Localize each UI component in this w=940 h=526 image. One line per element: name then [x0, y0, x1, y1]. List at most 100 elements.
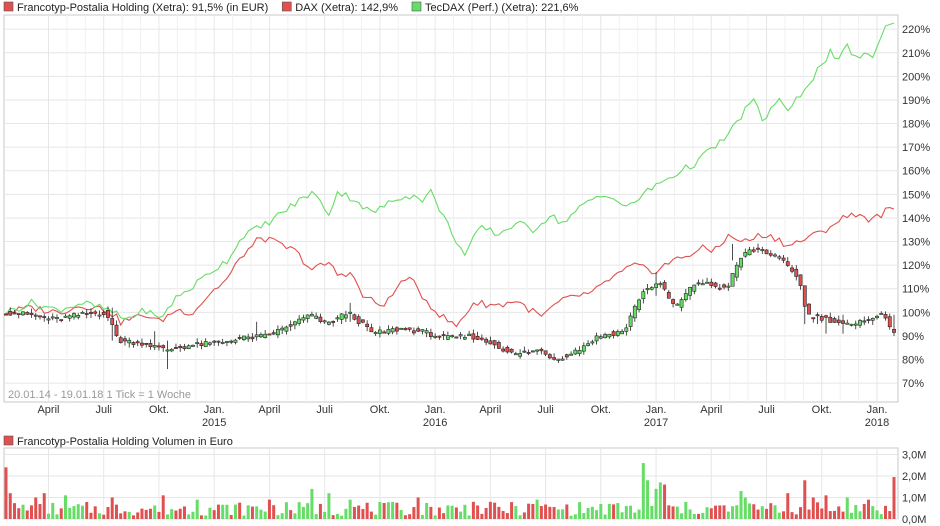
x-tick-year-label: 2018 — [865, 417, 889, 429]
volume-bar — [595, 510, 599, 519]
candle-body — [530, 350, 535, 353]
y-tick-label: 210% — [902, 48, 930, 60]
volume-bar — [263, 511, 267, 519]
candle-body — [310, 314, 314, 317]
candle-body — [654, 283, 658, 288]
volume-bar — [416, 497, 420, 519]
x-tick-label: Okt. — [370, 404, 390, 416]
volume-bar — [527, 503, 531, 519]
volume-bar — [463, 504, 467, 519]
volume-bar — [590, 506, 594, 519]
volume-bar — [501, 511, 505, 519]
candle-body — [301, 317, 306, 321]
volume-bar — [488, 501, 492, 519]
volume-legend: Francotyp-Postalia Holding Volumen in Eu… — [3, 435, 233, 448]
volume-bar — [72, 506, 76, 519]
volume-bar — [123, 511, 127, 519]
candle-body — [182, 346, 187, 349]
volume-bar — [786, 493, 790, 519]
candle-body — [739, 257, 743, 268]
y-tick-label: 80% — [902, 355, 924, 367]
candle-body — [734, 264, 739, 278]
candle-body — [475, 336, 480, 340]
candle-body — [148, 343, 153, 348]
volume-bar — [879, 514, 883, 519]
candle-body — [845, 322, 850, 325]
volume-bar — [718, 505, 722, 519]
candle-body — [174, 347, 178, 349]
x-tick-year-label: 2016 — [423, 417, 447, 429]
candle-body — [645, 288, 650, 291]
volume-bar — [743, 497, 747, 519]
candle-body — [246, 336, 251, 340]
candle-body — [335, 317, 340, 320]
candle-body — [305, 314, 310, 319]
volume-bar — [454, 507, 458, 519]
legend-label: Francotyp-Postalia Holding (Xetra): 91,5… — [17, 2, 268, 14]
candle-body — [144, 343, 149, 345]
candle-body — [72, 313, 76, 318]
candle-body — [764, 249, 769, 255]
candle-body — [747, 249, 752, 256]
x-tick-label: April — [37, 404, 59, 416]
volume-bar — [55, 514, 59, 519]
candle-body — [569, 353, 573, 356]
volume-bar — [199, 515, 203, 519]
volume-bar — [599, 503, 603, 519]
volume-bar — [799, 507, 803, 519]
volume-bar — [76, 504, 80, 519]
volume-bar — [340, 515, 344, 519]
candle-body — [811, 317, 816, 320]
volume-bar — [497, 506, 501, 519]
candle-body — [356, 316, 361, 324]
candle-body — [798, 274, 803, 286]
candle-body — [726, 285, 731, 288]
candle-body — [322, 320, 327, 323]
candle-body — [819, 316, 824, 321]
volume-bar — [344, 508, 348, 519]
volume-bar — [170, 509, 174, 519]
candle-body — [777, 256, 782, 259]
candle-body — [59, 319, 64, 322]
candle-body — [849, 323, 854, 326]
candle-body — [853, 323, 858, 326]
price-y-tick-labels: 70% 80% 90% 100% 110% 120% 130% 140% 150% 160% 170… — [902, 24, 930, 390]
volume-bar — [820, 508, 824, 519]
candle-body — [33, 314, 38, 317]
volume-bar — [131, 515, 135, 519]
x-tick-label: Juli — [758, 404, 775, 416]
volume-bar — [403, 515, 407, 519]
candle-body — [760, 249, 765, 251]
x-tick-label: April — [700, 404, 722, 416]
candle-body — [662, 282, 667, 290]
candle-body — [293, 321, 297, 326]
candle-body — [157, 345, 161, 348]
candle-body — [832, 318, 837, 323]
candle-body — [679, 299, 684, 308]
volume-bar — [850, 512, 854, 519]
volume-bar — [386, 502, 390, 519]
volume-bar — [212, 510, 216, 519]
candle-body — [114, 324, 119, 336]
volume-bar — [471, 501, 475, 519]
volume-bar — [493, 502, 497, 519]
candle-body — [607, 333, 612, 338]
candle-body — [386, 329, 391, 334]
volume-bar — [221, 504, 225, 519]
volume-bar — [667, 505, 671, 519]
candle-body — [484, 338, 489, 343]
candle-body — [216, 340, 221, 343]
x-tick-label: Jan. — [204, 404, 225, 416]
candle-body — [773, 254, 777, 257]
volume-bar — [208, 507, 212, 519]
candle-body — [169, 348, 174, 352]
candle-body — [63, 315, 68, 318]
volume-bar — [25, 510, 29, 519]
candle-body — [828, 316, 833, 323]
candle-body — [276, 329, 280, 336]
candle-body — [598, 336, 603, 339]
candle-body — [327, 321, 331, 325]
candle-body — [416, 328, 421, 332]
volume-bar — [280, 513, 284, 519]
